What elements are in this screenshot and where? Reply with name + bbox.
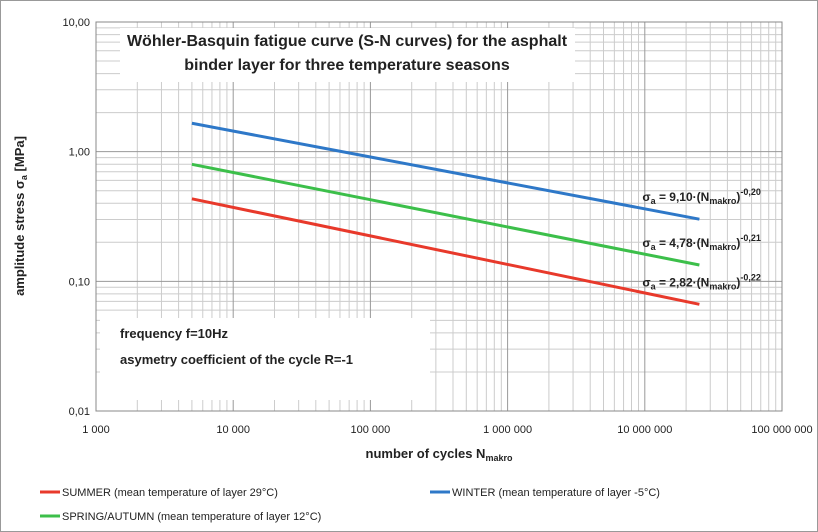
legend-label: SPRING/AUTUMN (mean temperature of layer… <box>62 511 321 523</box>
x-tick-label: 1 000 <box>82 424 110 436</box>
x-tick-label: 1 000 000 <box>483 424 532 436</box>
equation-part: makro <box>709 196 737 206</box>
equation-part: makro <box>709 242 737 252</box>
series-line <box>191 197 700 306</box>
legend-label: SUMMER (mean temperature of layer 29°C) <box>62 487 278 499</box>
plot-border <box>95 21 783 412</box>
equation-part: ) <box>736 236 740 250</box>
legend-label: WINTER (mean temperature of layer -5°C) <box>452 487 660 499</box>
y-tick-label: 1,00 <box>69 147 90 159</box>
equation-part: makro <box>709 281 737 291</box>
equation-part: = 2,82·(N <box>656 275 710 289</box>
equation-part: -0,20 <box>740 187 761 197</box>
equation: σa = 9,10·(Nmakro)-0,20 <box>642 187 760 206</box>
y-axis-label: amplitude stress σa [MPa] <box>12 136 29 296</box>
note: frequency f=10Hz <box>120 326 229 341</box>
equation-part: -0,21 <box>740 233 761 243</box>
equation-part: = 9,10·(N <box>656 190 710 204</box>
x-tick-label: 100 000 000 <box>751 424 812 436</box>
equation-part: σ <box>642 275 650 289</box>
series-line <box>191 121 700 221</box>
equation: σa = 2,82·(Nmakro)-0,22 <box>642 272 760 291</box>
equation-part: = 4,78·(N <box>656 236 710 250</box>
equation-part: σ <box>642 236 650 250</box>
title-box <box>120 28 575 82</box>
note: asymetry coefficient of the cycle R=-1 <box>120 352 353 367</box>
equation-part: a <box>651 281 657 291</box>
equation-part: σ <box>642 190 650 204</box>
notes-box <box>100 318 430 400</box>
equation-part: -0,22 <box>740 272 761 282</box>
equation-part: ) <box>736 190 740 204</box>
y-tick-label: 10,00 <box>62 17 90 29</box>
chart-title: Wöhler-Basquin fatigue curve (S-N curves… <box>126 33 568 74</box>
y-tick-label: 0,01 <box>69 406 90 418</box>
equation-part: a <box>651 196 657 206</box>
y-tick-label: 0,10 <box>69 276 90 288</box>
equation-part: ) <box>736 275 740 289</box>
equation-part: a <box>651 242 657 252</box>
x-tick-label: 10 000 <box>216 424 250 436</box>
series-line <box>191 162 700 267</box>
x-tick-label: 10 000 000 <box>617 424 672 436</box>
x-axis-label: number of cycles Nmakro <box>366 446 513 463</box>
equation: σa = 4,78·(Nmakro)-0,21 <box>642 233 760 252</box>
x-tick-label: 100 000 <box>351 424 391 436</box>
